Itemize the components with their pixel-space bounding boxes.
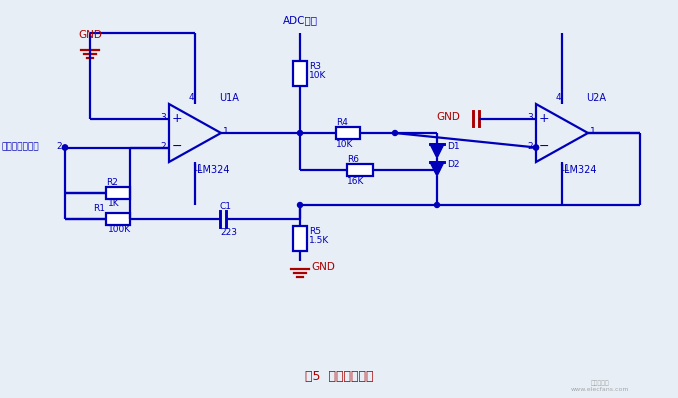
Text: U1A: U1A <box>219 93 239 103</box>
Text: +: + <box>172 112 182 125</box>
Text: 2: 2 <box>527 142 533 151</box>
Circle shape <box>298 131 302 135</box>
Text: 11: 11 <box>559 164 570 173</box>
Text: −: − <box>539 140 549 153</box>
Text: 3: 3 <box>527 113 533 122</box>
Text: 1.5K: 1.5K <box>309 236 330 245</box>
Text: GND: GND <box>78 30 102 40</box>
Text: R3: R3 <box>309 62 321 71</box>
Text: R5: R5 <box>309 227 321 236</box>
Text: D1: D1 <box>447 142 460 151</box>
Circle shape <box>62 145 68 150</box>
Text: U2A: U2A <box>586 93 606 103</box>
Text: 图5  信号调理电路: 图5 信号调理电路 <box>304 369 374 382</box>
Text: R4: R4 <box>336 118 348 127</box>
Text: 4: 4 <box>555 93 561 102</box>
Text: R1: R1 <box>93 204 105 213</box>
Text: R6: R6 <box>347 155 359 164</box>
Text: LM324: LM324 <box>197 165 229 175</box>
Text: LM324: LM324 <box>564 165 597 175</box>
Text: ADC接口: ADC接口 <box>283 15 317 25</box>
Bar <box>336 127 360 139</box>
Circle shape <box>435 168 439 172</box>
Bar <box>106 187 130 199</box>
Bar <box>293 60 307 86</box>
Text: −: − <box>172 140 182 153</box>
Circle shape <box>534 145 538 150</box>
Text: 10K: 10K <box>309 71 326 80</box>
Text: C1: C1 <box>220 202 232 211</box>
Circle shape <box>393 131 397 135</box>
Bar <box>293 226 307 250</box>
Circle shape <box>534 145 538 150</box>
Text: 1: 1 <box>223 127 228 137</box>
Text: +: + <box>539 112 550 125</box>
Circle shape <box>62 145 68 150</box>
Text: 100K: 100K <box>108 225 131 234</box>
Text: R2: R2 <box>106 178 118 187</box>
Circle shape <box>435 203 439 207</box>
Bar <box>106 213 130 225</box>
Text: 16K: 16K <box>347 177 364 186</box>
Text: 2: 2 <box>56 142 62 151</box>
Text: 1K: 1K <box>108 199 119 208</box>
Text: 2: 2 <box>161 142 166 151</box>
Text: 1: 1 <box>590 127 596 137</box>
Polygon shape <box>430 162 444 176</box>
Text: 传感器信号输出: 传感器信号输出 <box>2 142 39 151</box>
Text: 10K: 10K <box>336 140 353 149</box>
Text: D2: D2 <box>447 160 460 169</box>
Circle shape <box>298 203 302 207</box>
Text: GND: GND <box>436 113 460 123</box>
Polygon shape <box>430 144 444 158</box>
Bar <box>347 164 373 176</box>
Text: 电子发烧友
www.elecfans.com: 电子发烧友 www.elecfans.com <box>571 380 629 392</box>
Text: 223: 223 <box>220 228 237 237</box>
Text: 11: 11 <box>192 164 202 173</box>
Text: 4: 4 <box>188 93 194 102</box>
Text: GND: GND <box>311 261 335 271</box>
Text: 3: 3 <box>160 113 166 122</box>
